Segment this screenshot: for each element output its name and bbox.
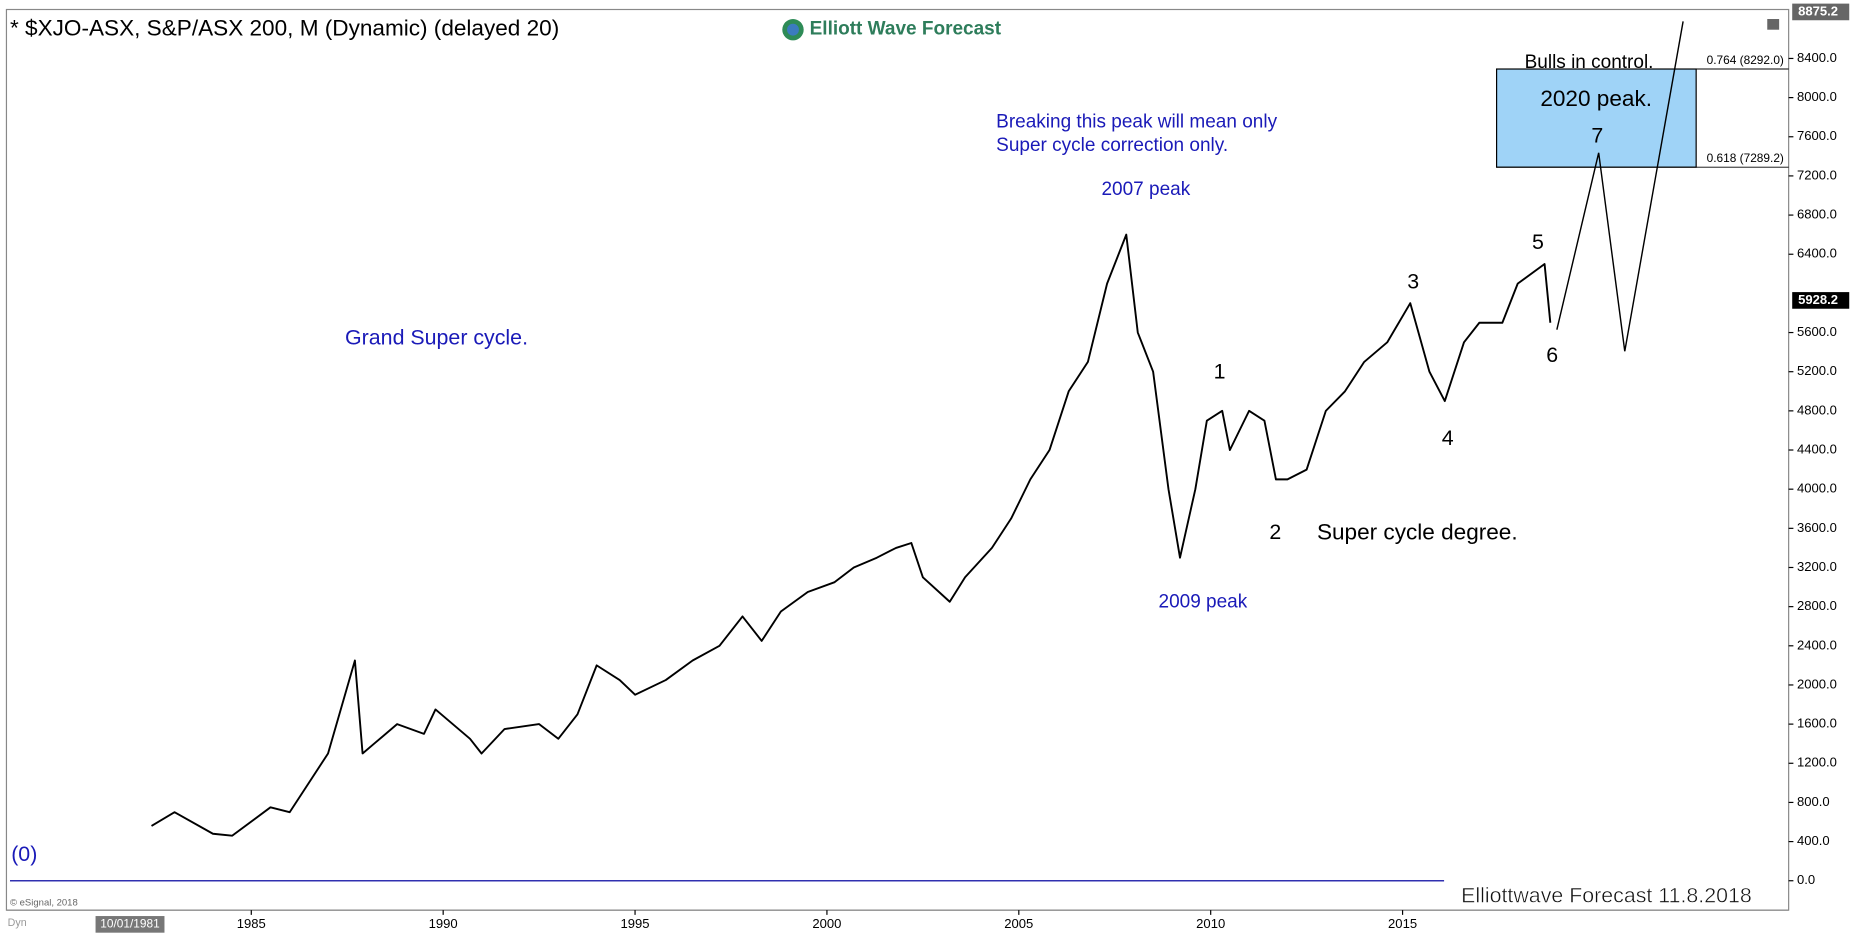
annotation: 2007 peak	[1101, 179, 1190, 200]
fib-label: 0.618 (7289.2)	[1707, 151, 1784, 165]
fib-zone	[1496, 68, 1697, 168]
y-tick-label: 800.0	[1797, 794, 1830, 809]
x-tick-label: 2015	[1388, 916, 1417, 931]
x-tick-label: 1990	[429, 916, 458, 931]
mode: Dyn	[8, 917, 27, 929]
y-tick-label: 4400.0	[1797, 441, 1837, 456]
logo: Elliott Wave Forecast	[810, 19, 1002, 40]
y-tick-label: 7200.0	[1797, 167, 1837, 182]
x-tick-label: 2005	[1004, 916, 1033, 931]
annotation: 7	[1591, 123, 1603, 147]
last-price: 5928.2	[1798, 292, 1838, 307]
y-tick-label: 1200.0	[1797, 755, 1837, 770]
y-tick-label: 6800.0	[1797, 207, 1837, 222]
annotation: 2009 peak	[1159, 591, 1248, 612]
x-tick-label: 2010	[1196, 916, 1225, 931]
annotation: Super cycle degree.	[1317, 519, 1518, 544]
y-tick-label: 5600.0	[1797, 324, 1837, 339]
x-tick-label: 1995	[621, 916, 650, 931]
copyright: © eSignal, 2018	[10, 897, 78, 908]
annotation: Super cycle correction only.	[996, 135, 1228, 156]
x-start-label-bg	[95, 916, 165, 933]
logo-icon-inner	[787, 23, 799, 36]
annotation: 1	[1214, 360, 1226, 384]
last-price-bg	[1792, 292, 1850, 309]
y-tick-label: 7600.0	[1797, 128, 1837, 143]
y-tick-label: 4000.0	[1797, 481, 1837, 496]
y-tick-label: 1600.0	[1797, 716, 1837, 731]
y-tick-label: 8400.0	[1797, 50, 1837, 65]
y-tick-label: 5200.0	[1797, 363, 1837, 378]
annotation: 6	[1546, 343, 1558, 367]
y-tick-label: 3200.0	[1797, 559, 1837, 574]
y-tick-label: 4800.0	[1797, 402, 1837, 417]
high-tag: 8875.2	[1798, 3, 1838, 18]
x-tick-label: 2000	[812, 916, 841, 931]
annotation: 4	[1442, 426, 1454, 450]
y-tick-label: 0.0	[1797, 872, 1815, 887]
annotation: (0)	[11, 842, 37, 866]
chart-title: * $XJO-ASX, S&P/ASX 200, M (Dynamic) (de…	[10, 16, 559, 41]
annotation: Grand Super cycle.	[345, 325, 528, 349]
x-start-label: 10/01/1981	[100, 917, 160, 931]
annotation: Bulls in control.	[1525, 52, 1654, 73]
annotation: 3	[1407, 269, 1419, 293]
fib-label: 0.764 (8292.0)	[1707, 53, 1784, 67]
annotation: 5	[1532, 230, 1544, 254]
y-tick-label: 2400.0	[1797, 637, 1837, 652]
annotation: 2	[1269, 520, 1281, 544]
projection-line	[1556, 21, 1684, 352]
high-tag-bg	[1792, 3, 1850, 21]
price-line	[151, 233, 1552, 837]
x-tick-label: 1985	[237, 916, 266, 931]
y-tick-label: 3600.0	[1797, 520, 1837, 535]
y-tick-label: 8000.0	[1797, 89, 1837, 104]
y-tick-label: 2800.0	[1797, 598, 1837, 613]
window-icon[interactable]	[1767, 19, 1780, 30]
y-tick-label: 6400.0	[1797, 246, 1837, 261]
y-tick-label: 400.0	[1797, 833, 1830, 848]
footer: Elliottwave Forecast 11.8.2018	[1461, 884, 1752, 908]
y-tick-label: 2000.0	[1797, 676, 1837, 691]
annotation: 2020 peak.	[1540, 86, 1652, 111]
annotation: Breaking this peak will mean only	[996, 111, 1277, 132]
